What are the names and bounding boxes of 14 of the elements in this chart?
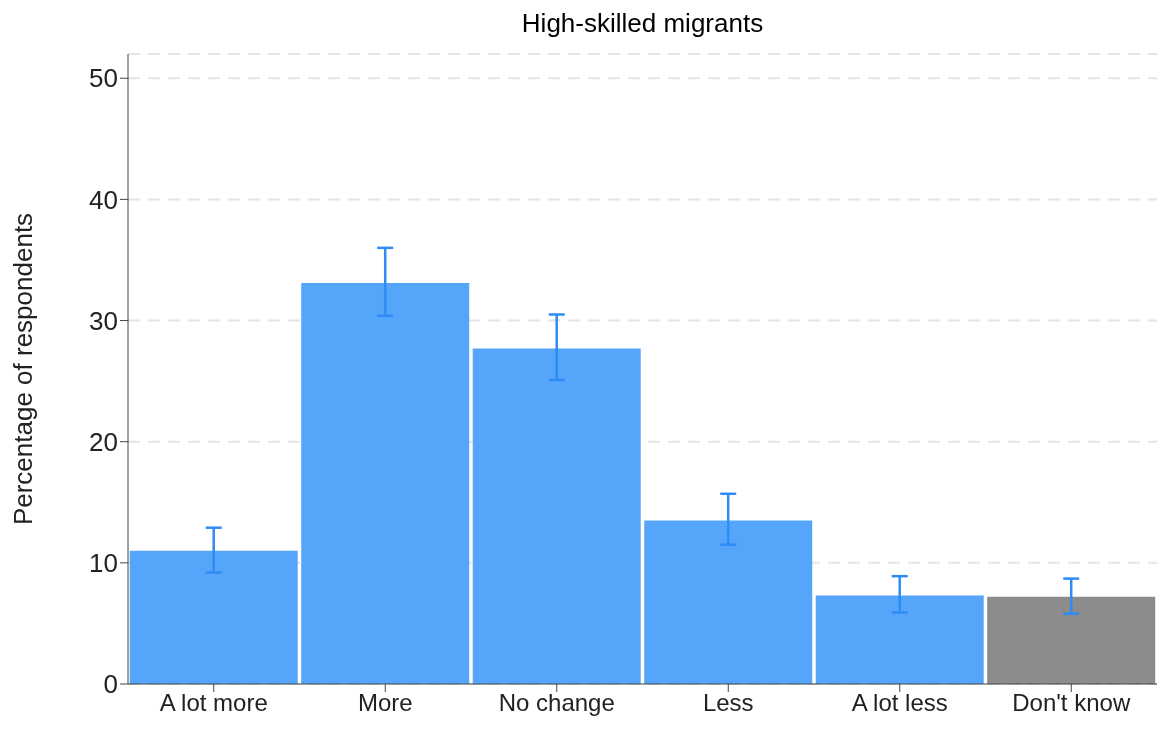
x-tick-label: A lot less [851, 689, 948, 717]
y-tick-label: 0 [103, 669, 118, 700]
x-tick-label: Less [702, 689, 754, 717]
y-tick-label: 50 [89, 63, 118, 94]
y-axis-title: Percentage of respondents [8, 212, 39, 526]
y-tick-label: 40 [89, 184, 118, 215]
x-tick-label: A lot more [159, 689, 268, 717]
y-tick-label: 20 [89, 426, 118, 457]
x-tick-label: More [357, 689, 413, 717]
y-tick-label: 30 [89, 305, 118, 336]
chart-title: High-skilled migrants [520, 8, 765, 40]
x-tick-label: Don't know [1012, 689, 1131, 717]
x-tick-label: No change [498, 689, 615, 717]
y-tick-label: 10 [89, 548, 118, 579]
